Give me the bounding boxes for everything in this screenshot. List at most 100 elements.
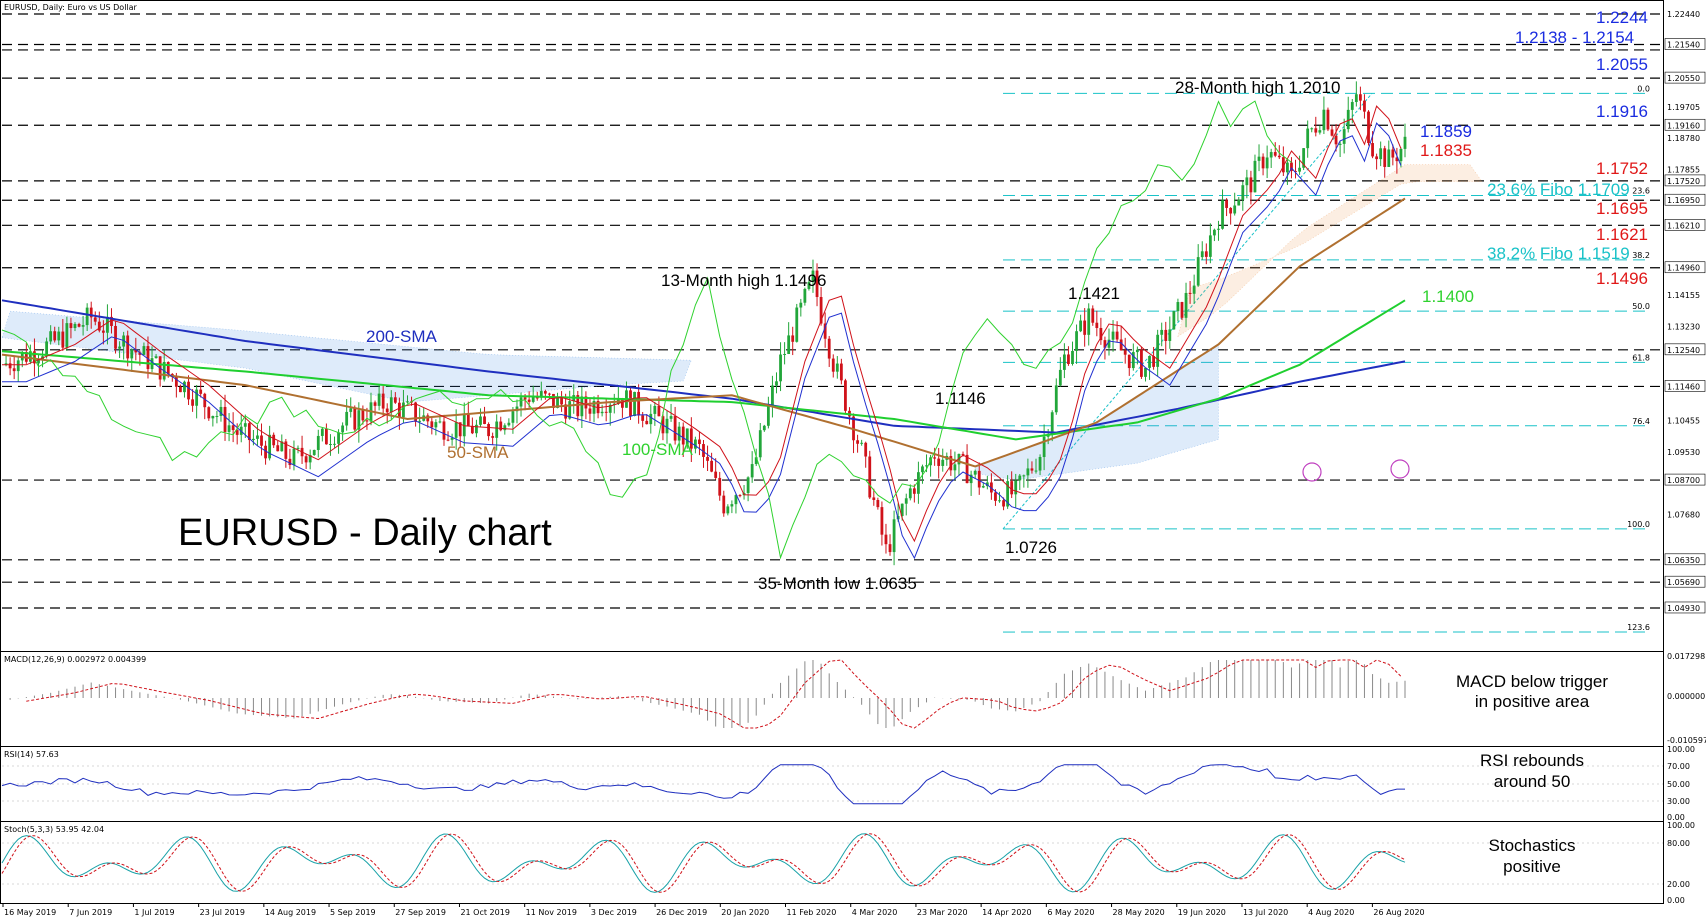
candle-body [994, 492, 997, 501]
fibonacci-layer: 0.0 23.6 38.2 50.0 61.8 76.4 100.0 123.6 [1002, 84, 1650, 633]
candle-body [1403, 136, 1407, 149]
price-level-box [1664, 219, 1706, 231]
candle-body [1245, 177, 1249, 186]
stoch-signal [1, 833, 1406, 893]
candle-body [868, 456, 872, 498]
candle-body [146, 346, 150, 370]
candle-body [337, 432, 340, 444]
candle-body [247, 423, 251, 441]
candle-body [1054, 385, 1058, 413]
candle-body [1350, 102, 1354, 110]
candle-body [1026, 468, 1030, 476]
price-tick-label: 1.07680 [1667, 511, 1700, 520]
candle-body [320, 428, 324, 436]
candle-body [1273, 152, 1277, 156]
candle-body [1002, 500, 1005, 507]
candle-body [256, 435, 259, 439]
candle-body [414, 402, 418, 422]
price-tick-label: 1.21540 [1667, 41, 1700, 50]
date-tick-label: 6 May 2020 [1047, 908, 1094, 917]
candle-body [154, 356, 158, 359]
candle-body [276, 445, 280, 452]
level-label-1-1400: 1.1400 [1422, 287, 1474, 306]
candle-body [1358, 94, 1362, 101]
price-tick-label: 1.06350 [1667, 556, 1700, 565]
candle-body [503, 425, 507, 431]
candle-body [65, 323, 69, 348]
date-tick-label: 4 Aug 2020 [1308, 908, 1354, 917]
price-tick-label: 1.14155 [1667, 291, 1700, 300]
candle-body [1387, 149, 1391, 167]
candle-body [1237, 199, 1241, 206]
candle-body [669, 416, 673, 419]
candle-body [803, 288, 807, 303]
candle-body [1249, 177, 1253, 193]
date-tick-label: 3 Dec 2019 [591, 908, 637, 917]
candle-body [726, 506, 730, 514]
candle-body [280, 441, 284, 452]
candle-body [1338, 143, 1342, 145]
price-tick-label: 1.17520 [1667, 177, 1700, 186]
candle-body [475, 424, 478, 434]
candle-body [1354, 94, 1358, 103]
candle-body [1091, 308, 1095, 323]
macd-axis-label: 0.017298 [1667, 652, 1705, 661]
candle-body [57, 331, 61, 341]
candle-body [535, 397, 539, 399]
candle-body [1200, 251, 1204, 258]
level-label-1-1752: 1.1752 [1596, 159, 1648, 178]
candle-body [353, 408, 357, 430]
candle-body [316, 435, 320, 450]
candle-body [199, 389, 203, 394]
candle-body [698, 439, 701, 445]
candle-body [1058, 369, 1062, 386]
candle-body [1172, 311, 1176, 330]
candle-body [1123, 350, 1127, 355]
candle-body [1346, 109, 1350, 130]
candle-body [730, 504, 734, 507]
candle-body [564, 404, 568, 419]
candle-body [511, 411, 515, 423]
candle-body [438, 421, 442, 423]
candle-body [1326, 109, 1330, 130]
candle-body [827, 338, 831, 359]
candle-body [641, 415, 645, 421]
candle-body [766, 405, 770, 426]
price-level-box [1664, 575, 1706, 588]
candle-body [714, 471, 718, 478]
price-level-box [1664, 343, 1706, 356]
candle-body [203, 393, 207, 408]
candle-body [93, 317, 97, 322]
price-level-box [1664, 473, 1706, 486]
candle-body [126, 335, 130, 359]
rsi-line [1, 764, 1405, 805]
fib-label: 50.0 [1632, 302, 1650, 311]
candle-body [1067, 354, 1070, 364]
candle-body [1160, 329, 1164, 335]
macd-axis-label: 0.000000 [1667, 692, 1705, 701]
candle-body [470, 425, 474, 434]
fib-trendline [1002, 93, 1373, 530]
candle-body [1379, 148, 1383, 160]
candle-body [483, 416, 486, 424]
candle-body [166, 361, 170, 374]
annotation-1-0726: 1.0726 [1005, 538, 1057, 557]
fib-label: 0.0 [1637, 84, 1650, 93]
price-tick-label: 1.20550 [1667, 74, 1700, 83]
candle-body [260, 435, 263, 446]
candle-body [1334, 135, 1338, 145]
candle-body [1083, 320, 1087, 335]
candle-body [1071, 350, 1074, 364]
candle-body [856, 440, 859, 444]
date-tick-label: 21 Oct 2019 [460, 908, 509, 917]
candles-layer [4, 81, 1407, 566]
candle-body [689, 428, 693, 449]
candle-body [1156, 334, 1160, 367]
macd-comment-line-1: MACD below trigger [1456, 672, 1608, 691]
candle-body [738, 495, 742, 497]
candle-body [219, 406, 223, 416]
candle-body [1229, 207, 1233, 214]
date-tick-label: 28 May 2020 [1113, 908, 1165, 917]
candle-body [97, 321, 101, 331]
candle-body [811, 270, 815, 282]
